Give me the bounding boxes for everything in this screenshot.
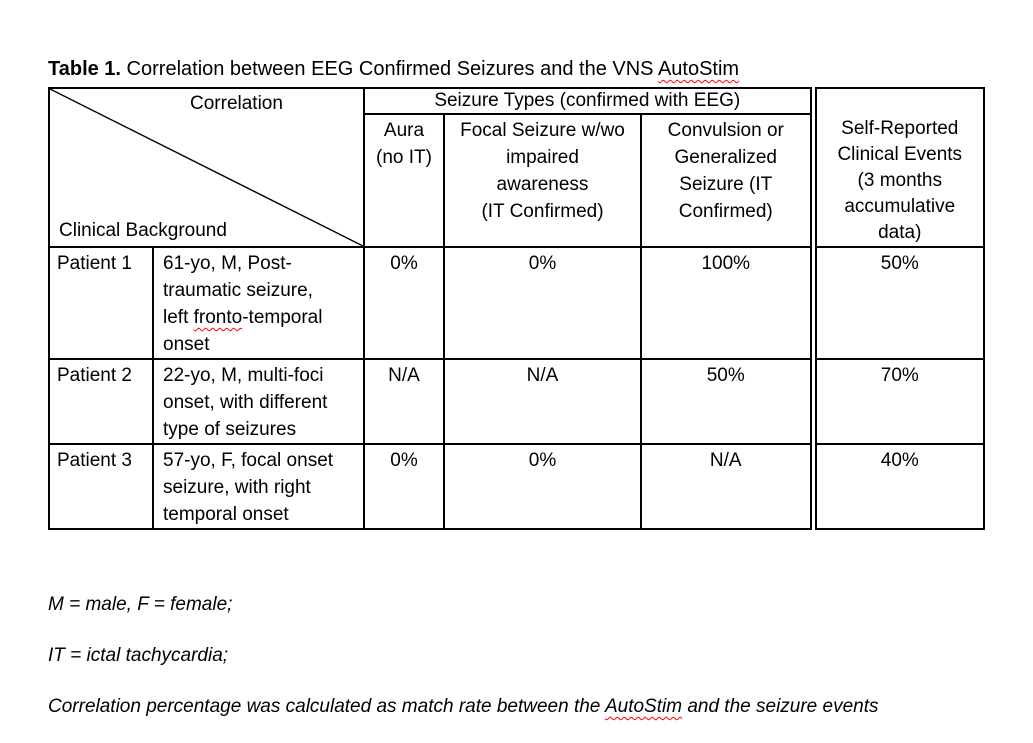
column-header-focal-seizure: Focal Seizure w/wo impaired awareness (I…: [443, 113, 642, 248]
footnote-correlation-percentage: Correlation percentage was calculated as…: [48, 693, 879, 720]
footnote-flagged-word: AutoStim: [604, 696, 683, 717]
column-header-aura: Aura (no IT): [363, 113, 445, 248]
background-flagged-word: fronto: [193, 307, 243, 328]
corner-clinical-background-label: Clinical Background: [59, 220, 227, 241]
patient-3-convulsion-value: N/A: [639, 443, 815, 530]
patient-2-label: Patient 2: [48, 358, 154, 445]
patient-3-aura-value: 0%: [363, 443, 445, 530]
seizure-types-group-header: Seizure Types (confirmed with EEG): [362, 86, 815, 116]
patient-1-label: Patient 1: [48, 246, 154, 360]
background-text: -temporal onset: [163, 307, 323, 355]
footnote-text: Correlation percentage was calculated as…: [48, 696, 605, 717]
diagonal-line: [50, 89, 363, 246]
patient-1-convulsion-value: 100%: [639, 246, 815, 360]
title-flagged-word: AutoStim: [657, 58, 740, 80]
patient-3-row: Patient 3 57-yo, F, focal onset seizure,…: [48, 443, 986, 530]
patient-2-convulsion-value: 50%: [639, 358, 815, 445]
footnote-ictal-tachycardia: IT = ictal tachycardia;: [48, 642, 228, 669]
title-text: Correlation between EEG Confirmed Seizur…: [121, 58, 658, 80]
patient-1-focal-value: 0%: [443, 246, 642, 360]
corner-cell: Correlation Clinical Background: [48, 87, 365, 248]
patient-3-label: Patient 3: [48, 443, 154, 530]
background-text: 57-yo, F, focal onset seizure, with righ…: [163, 450, 334, 525]
patient-1-clinical-background: 61-yo, M, Post- traumatic seizure, left …: [152, 246, 365, 360]
patient-2-focal-value: N/A: [443, 358, 642, 445]
title-label: Table 1.: [48, 58, 121, 80]
footnote-male-female: M = male, F = female;: [48, 591, 232, 618]
footnote-text: IT = ictal tachycardia;: [48, 645, 229, 666]
footnote-text: and the seizure events: [682, 696, 879, 717]
patient-2-aura-value: N/A: [363, 358, 445, 445]
background-text: 61-yo, M, Post- traumatic seizure, left: [163, 253, 313, 328]
column-header-convulsion: Convulsion or Generalized Seizure (IT Co…: [639, 113, 815, 248]
document-title: Table 1. Correlation between EEG Confirm…: [48, 57, 739, 81]
patient-2-self-reported-value: 70%: [809, 358, 986, 445]
patient-3-clinical-background: 57-yo, F, focal onset seizure, with righ…: [152, 443, 365, 530]
patient-1-self-reported-value: 50%: [809, 246, 986, 360]
patient-1-aura-value: 0%: [363, 246, 445, 360]
patient-2-clinical-background: 22-yo, M, multi-foci onset, with differe…: [152, 358, 365, 445]
patient-1-row: Patient 1 61-yo, M, Post- traumatic seiz…: [48, 246, 986, 360]
header-row-sub: Aura (no IT) Focal Seizure w/wo impaired…: [49, 113, 984, 248]
header-row-group: Correlation Clinical Background Seizure …: [48, 86, 986, 248]
column-header-self-reported: Self-Reported Clinical Events (3 months …: [809, 87, 986, 248]
background-text: 22-yo, M, multi-foci onset, with differe…: [163, 365, 328, 440]
footnote-text: M = male, F = female;: [48, 594, 233, 615]
corner-correlation-label: Correlation: [190, 93, 283, 114]
patient-2-row: Patient 2 22-yo, M, multi-foci onset, wi…: [48, 358, 986, 445]
patient-3-focal-value: 0%: [443, 443, 642, 530]
patient-3-self-reported-value: 40%: [809, 443, 986, 530]
correlation-table: Correlation Clinical Background Seizure …: [48, 86, 986, 530]
